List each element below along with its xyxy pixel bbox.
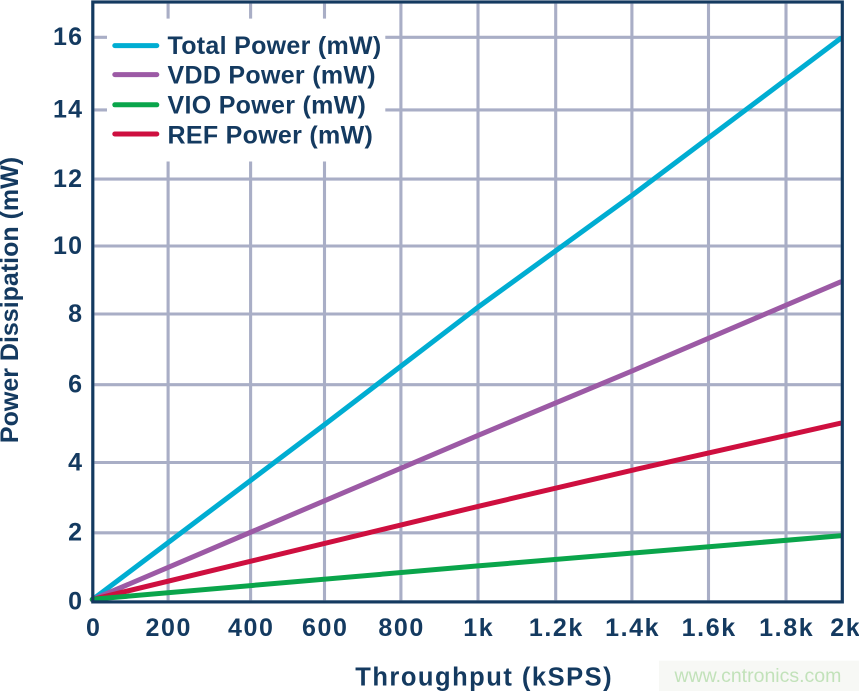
svg-text:0: 0 bbox=[86, 614, 102, 642]
svg-text:1.2k: 1.2k bbox=[529, 614, 584, 642]
svg-text:14: 14 bbox=[53, 96, 83, 124]
svg-text:REF Power (mW): REF Power (mW) bbox=[168, 121, 374, 149]
svg-text:Power Dissipation (mW): Power Dissipation (mW) bbox=[0, 157, 24, 443]
svg-text:1.4k: 1.4k bbox=[605, 614, 660, 642]
svg-text:6: 6 bbox=[68, 371, 83, 399]
svg-text:800: 800 bbox=[378, 614, 425, 642]
svg-text:12: 12 bbox=[53, 165, 83, 193]
svg-text:600: 600 bbox=[302, 614, 349, 642]
svg-text:Total Power (mW): Total Power (mW) bbox=[168, 32, 382, 60]
svg-text:0: 0 bbox=[68, 588, 83, 616]
svg-text:4: 4 bbox=[68, 448, 83, 476]
svg-text:VIO Power (mW): VIO Power (mW) bbox=[168, 91, 367, 119]
svg-text:16: 16 bbox=[53, 23, 83, 51]
svg-text:VDD Power (mW): VDD Power (mW) bbox=[168, 62, 376, 90]
svg-text:400: 400 bbox=[228, 614, 275, 642]
svg-text:200: 200 bbox=[146, 614, 193, 642]
svg-text:2k: 2k bbox=[830, 614, 859, 642]
svg-text:www.cntronics.com: www.cntronics.com bbox=[674, 665, 842, 687]
svg-text:2: 2 bbox=[68, 519, 83, 547]
svg-text:10: 10 bbox=[53, 232, 83, 260]
svg-text:1.6k: 1.6k bbox=[682, 614, 737, 642]
svg-text:8: 8 bbox=[68, 300, 83, 328]
svg-text:1.8k: 1.8k bbox=[759, 614, 814, 642]
svg-text:Throughput (kSPS): Throughput (kSPS) bbox=[355, 664, 613, 691]
svg-text:1k: 1k bbox=[463, 614, 494, 642]
